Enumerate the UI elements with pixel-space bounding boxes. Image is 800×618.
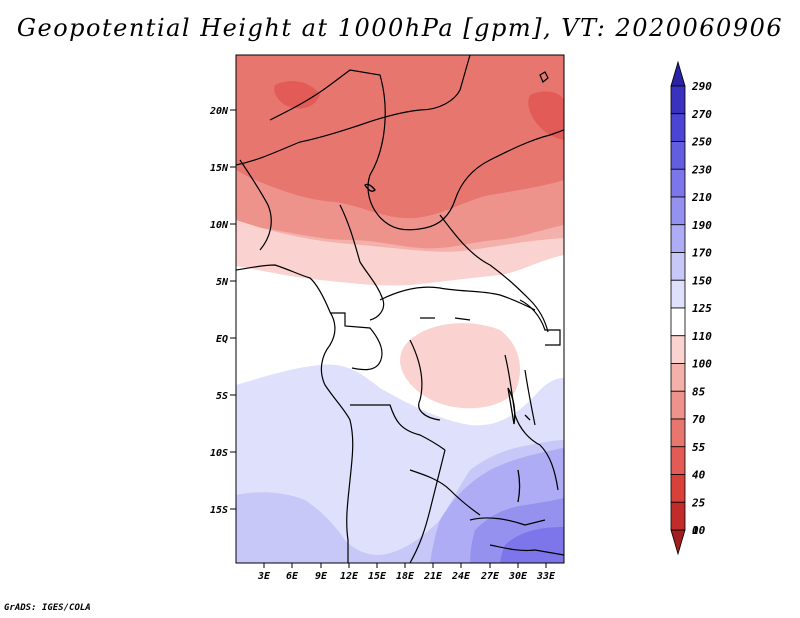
- lon-label: 18E: [396, 571, 415, 582]
- colorbar-bin: [670, 85, 686, 115]
- lon-label: 6E: [286, 571, 299, 582]
- colorbar-label: 250: [691, 136, 712, 149]
- colorbar-bin: [670, 307, 686, 337]
- colorbar-label: 170: [692, 247, 712, 260]
- lon-label: 21E: [423, 571, 443, 582]
- lakes: [364, 71, 549, 503]
- lon-label: 27E: [480, 571, 500, 582]
- lat-label: 5S: [216, 391, 228, 402]
- colorbar-label: 230: [691, 163, 712, 176]
- colorbar-bin: [670, 501, 686, 531]
- colorbar-bin: [670, 363, 686, 392]
- colorbar-label: 55: [692, 441, 706, 454]
- colorbar-cap-top: [670, 60, 686, 87]
- lon-label: 9E: [315, 571, 328, 582]
- colorbar-label: 40: [692, 469, 706, 482]
- lat-ticks: [230, 109, 236, 510]
- colorbar-label: 85: [692, 385, 706, 398]
- colorbar-bin: [670, 113, 686, 142]
- colorbar-bin: [670, 141, 686, 170]
- lat-label: EQ: [216, 334, 228, 345]
- colorbar-bin: [670, 252, 686, 281]
- lon-labels: 3E 6E 9E 12E 15E 18E 21E 24E 27E 30E 33E: [257, 571, 556, 582]
- map-frame: [235, 54, 565, 564]
- colorbar-label: 0: [692, 524, 699, 537]
- lon-label: 12E: [340, 571, 359, 582]
- lat-labels: 20N 15N 10N 5N EQ 5S 10S 15S: [209, 106, 229, 516]
- colorbar-label: 70: [692, 413, 706, 426]
- height-field: [236, 55, 564, 563]
- lon-label: 3E: [257, 571, 271, 582]
- lat-label: 15N: [210, 163, 229, 174]
- lat-label: 15S: [210, 505, 228, 516]
- colorbar-cap-bottom: [670, 529, 686, 556]
- colorbar-label: 190: [692, 219, 712, 232]
- field-190-210: [500, 527, 564, 563]
- colorbar-label: 25: [691, 496, 706, 509]
- lon-ticks: [263, 563, 547, 568]
- colorbar-label: 210: [691, 191, 712, 204]
- colorbar-bin: [670, 196, 686, 226]
- colorbar-bin: [670, 474, 686, 503]
- colorbar-bin: [670, 168, 686, 198]
- colorbar-label: 125: [692, 302, 712, 315]
- lon-label: 24E: [451, 571, 471, 582]
- colorbar-label: 290: [691, 80, 712, 93]
- colorbar-label: 10: [692, 524, 706, 537]
- colorbar-bin: [670, 335, 686, 364]
- lat-label: 10S: [210, 448, 228, 459]
- lat-label: 5N: [216, 277, 229, 288]
- colorbar-bin: [670, 446, 686, 475]
- colorbar-label: 270: [691, 108, 712, 121]
- colorbar-label: 110: [692, 330, 712, 343]
- field-40-55: [274, 81, 564, 140]
- chart-title: Geopotential Height at 1000hPa [gpm], VT…: [16, 14, 784, 42]
- colorbar: 2902702502302101901701501251101008570554…: [670, 60, 712, 556]
- colorbar-bin: [670, 279, 686, 309]
- lat-label: 10N: [210, 220, 229, 231]
- lat-label: 20N: [209, 106, 229, 117]
- colorbar-bin: [670, 418, 686, 448]
- lon-label: 15E: [368, 571, 387, 582]
- colorbar-label: 100: [692, 358, 712, 371]
- colorbar-label: 150: [692, 274, 712, 287]
- lon-label: 33E: [536, 571, 556, 582]
- field-100-110: [236, 220, 564, 286]
- political-boundaries: [236, 55, 564, 563]
- lon-label: 30E: [508, 571, 528, 582]
- grads-credit: GrADS: IGES/COLA: [4, 603, 91, 613]
- colorbar-bin: [670, 224, 686, 253]
- field-100-110-central: [400, 323, 520, 409]
- colorbar-bin: [670, 390, 686, 420]
